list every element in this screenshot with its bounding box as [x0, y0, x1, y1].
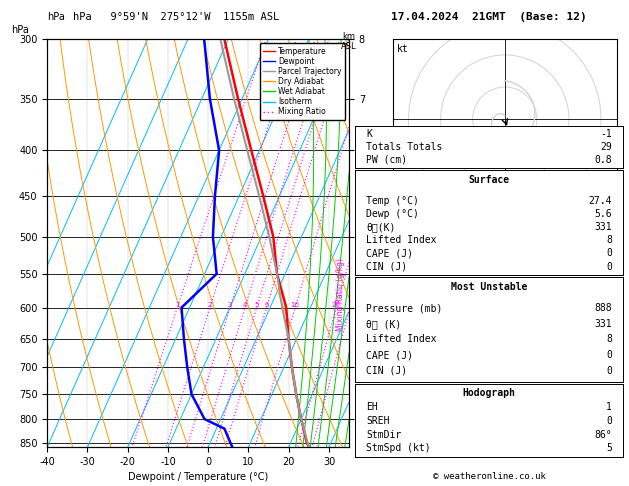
Text: hPa: hPa	[47, 12, 65, 22]
Text: Surface: Surface	[469, 175, 509, 185]
Text: CIN (J): CIN (J)	[366, 366, 407, 376]
Text: hPa   9°59'N  275°12'W  1155m ASL: hPa 9°59'N 275°12'W 1155m ASL	[73, 12, 279, 22]
Text: -1: -1	[600, 129, 612, 139]
Text: SREH: SREH	[366, 416, 389, 426]
Text: hPa: hPa	[11, 25, 29, 35]
Legend: Temperature, Dewpoint, Parcel Trajectory, Dry Adiabat, Wet Adiabat, Isotherm, Mi: Temperature, Dewpoint, Parcel Trajectory…	[260, 43, 345, 120]
Text: 6: 6	[264, 302, 269, 308]
Text: 4: 4	[243, 302, 247, 308]
Text: θᴇ(K): θᴇ(K)	[366, 223, 396, 232]
Text: km
ASL: km ASL	[342, 32, 357, 51]
Text: EH: EH	[366, 402, 378, 412]
Text: K: K	[366, 129, 372, 139]
Text: kt: kt	[397, 44, 409, 53]
Text: Lifted Index: Lifted Index	[366, 334, 437, 345]
Text: 1: 1	[175, 302, 179, 308]
Text: 0: 0	[606, 248, 612, 259]
Text: 2: 2	[208, 302, 212, 308]
Text: Dewp (°C): Dewp (°C)	[366, 209, 419, 219]
Text: CAPE (J): CAPE (J)	[366, 248, 413, 259]
Text: 0: 0	[606, 416, 612, 426]
X-axis label: Dewpoint / Temperature (°C): Dewpoint / Temperature (°C)	[128, 472, 268, 483]
Text: CAPE (J): CAPE (J)	[366, 350, 413, 360]
Text: 5.6: 5.6	[594, 209, 612, 219]
Text: © weatheronline.co.uk: © weatheronline.co.uk	[433, 472, 545, 481]
Text: 3: 3	[228, 302, 232, 308]
Text: 1: 1	[606, 402, 612, 412]
Text: 5: 5	[606, 443, 612, 453]
Text: Totals Totals: Totals Totals	[366, 142, 442, 152]
Text: 10: 10	[291, 302, 299, 308]
Text: 8: 8	[606, 235, 612, 245]
Text: StmSpd (kt): StmSpd (kt)	[366, 443, 431, 453]
Text: 5: 5	[255, 302, 259, 308]
Text: 20: 20	[332, 302, 341, 308]
Text: 331: 331	[594, 319, 612, 329]
Text: PW (cm): PW (cm)	[366, 155, 407, 165]
Text: 17.04.2024  21GMT  (Base: 12): 17.04.2024 21GMT (Base: 12)	[391, 12, 587, 22]
Text: Pressure (mb): Pressure (mb)	[366, 303, 442, 313]
Text: Hodograph: Hodograph	[462, 388, 516, 398]
Text: 86°: 86°	[594, 430, 612, 439]
Text: 331: 331	[594, 223, 612, 232]
Text: 27.4: 27.4	[589, 196, 612, 206]
Text: 888: 888	[594, 303, 612, 313]
Text: 0: 0	[606, 350, 612, 360]
Text: 0: 0	[606, 366, 612, 376]
Text: Lifted Index: Lifted Index	[366, 235, 437, 245]
Text: StmDir: StmDir	[366, 430, 401, 439]
Text: θᴇ (K): θᴇ (K)	[366, 319, 401, 329]
Text: Mixing Ratio (g/kg): Mixing Ratio (g/kg)	[336, 258, 345, 331]
Text: 29: 29	[600, 142, 612, 152]
Text: Temp (°C): Temp (°C)	[366, 196, 419, 206]
Text: Most Unstable: Most Unstable	[451, 282, 527, 292]
Text: 0: 0	[606, 261, 612, 272]
Text: 0.8: 0.8	[594, 155, 612, 165]
Text: 8: 8	[606, 334, 612, 345]
Text: CIN (J): CIN (J)	[366, 261, 407, 272]
